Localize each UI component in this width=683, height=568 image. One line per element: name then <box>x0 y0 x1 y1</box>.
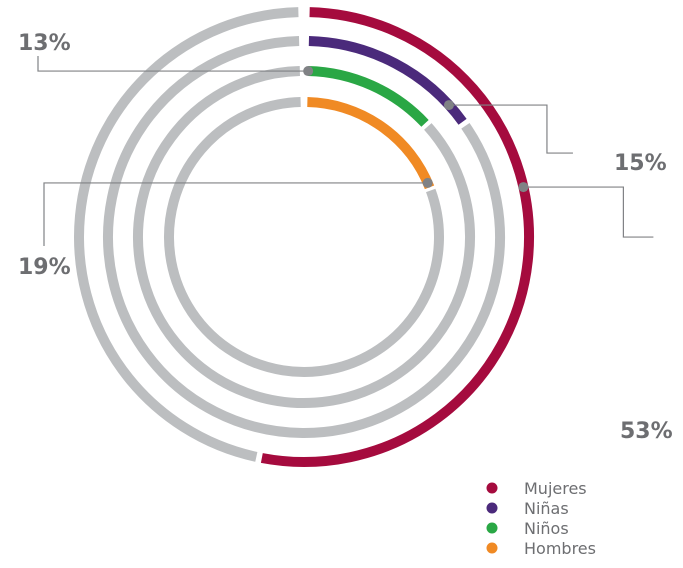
ring-track-4 <box>164 97 444 377</box>
leader-dot-4 <box>422 177 433 188</box>
legend-swatch-4 <box>486 542 498 554</box>
legend-swatch-3 <box>486 522 498 534</box>
data-label-1: 53% <box>620 419 673 444</box>
leader-dot-1 <box>518 182 529 193</box>
leader-line-1 <box>523 186 654 238</box>
rings <box>74 7 535 467</box>
ring-value-4 <box>307 97 435 190</box>
leader-dot-2 <box>443 100 454 111</box>
ring-value-1 <box>260 7 535 467</box>
ring-value-3 <box>308 66 429 127</box>
legend-label-1: Mujeres <box>524 479 587 498</box>
leader-line-3 <box>37 56 309 72</box>
ring-track-2 <box>103 36 505 438</box>
legend-label-4: Hombres <box>524 539 596 558</box>
ring-track-1 <box>74 7 299 462</box>
legend-label-3: Niños <box>524 519 569 538</box>
data-label-2: 15% <box>614 151 667 176</box>
leader-lines: 53% 15% 13% 19% <box>18 31 673 444</box>
leader-line-4 <box>43 182 428 246</box>
legend-label-2: Niñas <box>524 499 569 518</box>
leader-line-2 <box>448 104 573 154</box>
legend-swatch-1 <box>486 482 498 494</box>
data-label-4: 19% <box>18 255 71 280</box>
leader-dot-3 <box>303 66 314 77</box>
legend-swatch-2 <box>486 502 498 514</box>
data-label-3: 13% <box>18 31 71 56</box>
ring-track-3 <box>132 66 475 408</box>
